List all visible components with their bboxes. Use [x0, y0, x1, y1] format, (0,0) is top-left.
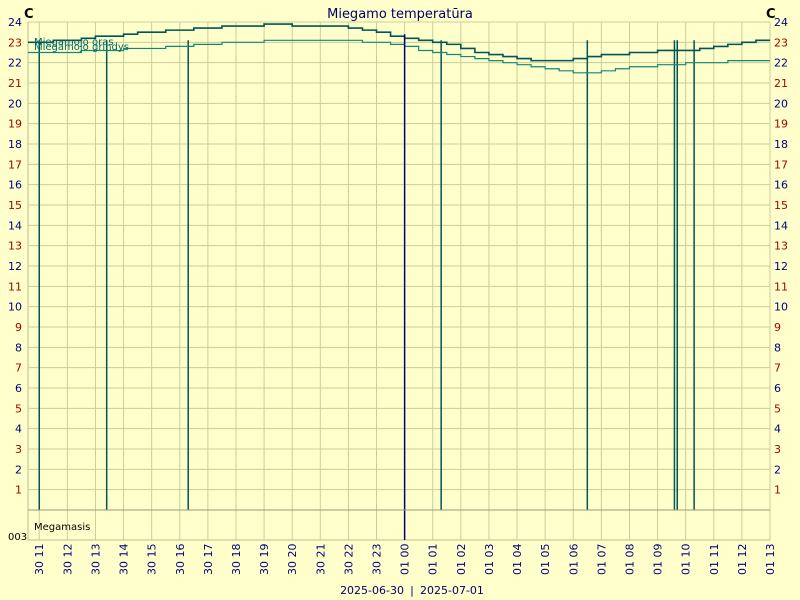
- sensor-dropouts: [38, 40, 695, 510]
- x-tick-label: 30 12: [61, 544, 74, 576]
- y-tick-label-right: 22: [774, 57, 788, 70]
- y-tick-label-left: 1: [15, 484, 22, 497]
- bottom-band-value: 003: [8, 532, 27, 543]
- y-tick-label-right: 24: [774, 16, 788, 29]
- y-tick-label-right: 6: [774, 382, 781, 395]
- y-tick-label-left: 9: [15, 321, 22, 334]
- x-tick-label: 01 02: [455, 544, 468, 576]
- y-tick-label-left: 6: [15, 382, 22, 395]
- x-tick-label: 01 09: [652, 544, 665, 576]
- x-tick-label: 30 22: [342, 544, 355, 576]
- x-tick-label: 30 14: [118, 544, 131, 576]
- y-tick-label-left: 8: [15, 341, 22, 354]
- x-axis: 30 11 30 12 30 13 30 14 30 15 30 16 30 17 30 18…: [33, 544, 777, 576]
- y-tick-label-left: 22: [8, 57, 22, 70]
- y-tick-label-left: 4: [15, 423, 22, 436]
- x-tick-label: 01 12: [736, 544, 749, 576]
- x-tick-label: 30 11: [33, 544, 46, 576]
- x-tick-label: 30 23: [371, 544, 384, 576]
- y-tick-label-left: 23: [8, 36, 22, 49]
- x-tick-label: 01 03: [483, 544, 496, 576]
- y-tick-label-left: 21: [8, 77, 22, 90]
- x-tick-label: 01 08: [623, 544, 636, 576]
- unit-left: C: [24, 7, 34, 22]
- y-tick-label-left: 19: [8, 118, 22, 131]
- y-tick-label-right: 12: [774, 260, 788, 273]
- y-tick-label-right: 7: [774, 362, 781, 375]
- y-tick-label-right: 1: [774, 484, 781, 497]
- date-separator: |: [410, 584, 414, 597]
- y-tick-label-right: 11: [774, 280, 788, 293]
- y-tick-label-left: 18: [8, 138, 22, 151]
- x-tick-label: 01 05: [539, 544, 552, 576]
- plot-area: [27, 21, 771, 541]
- y-tick-label-left: 3: [15, 443, 22, 456]
- x-tick-label: 01 04: [511, 544, 524, 576]
- date-left: 2025-06-30: [340, 584, 404, 597]
- series-lines: [28, 23, 770, 74]
- y-tick-label-left: 16: [8, 179, 22, 192]
- x-tick-label: 30 21: [314, 544, 327, 576]
- chart-title: Miegamo temperatūra: [327, 7, 473, 22]
- y-tick-label-left: 5: [15, 402, 22, 415]
- y-tick-label-left: 11: [8, 280, 22, 293]
- x-tick-label: 01 00: [399, 544, 412, 576]
- x-tick-label: 01 11: [708, 544, 721, 576]
- y-tick-label-left: 17: [8, 158, 22, 171]
- grid-lines: [28, 21, 771, 540]
- x-tick-label: 01 10: [680, 544, 693, 576]
- date-right: 2025-07-01: [420, 584, 484, 597]
- x-tick-label: 30 17: [202, 544, 215, 576]
- series-line-0: [28, 23, 770, 62]
- y-tick-label-right: 15: [774, 199, 788, 212]
- x-tick-label: 30 15: [146, 544, 159, 576]
- y-tick-label-left: 12: [8, 260, 22, 273]
- y-tick-label-right: 4: [774, 423, 781, 436]
- y-tick-label-left: 14: [8, 219, 22, 232]
- x-tick-label: 30 13: [89, 544, 102, 576]
- y-tick-label-right: 8: [774, 341, 781, 354]
- y-tick-label-right: 18: [774, 138, 788, 151]
- y-tick-label-right: 14: [774, 219, 788, 232]
- legend-entry-grindys: Miegamojo grindys: [34, 42, 129, 53]
- y-tick-label-right: 23: [774, 36, 788, 49]
- y-tick-label-left: 7: [15, 362, 22, 375]
- unit-right: C: [766, 7, 776, 22]
- series-line-1: [28, 39, 770, 74]
- y-tick-label-right: 10: [774, 301, 788, 314]
- y-tick-label-left: 10: [8, 301, 22, 314]
- x-tick-label: 01 13: [764, 544, 777, 576]
- x-tick-label: 01 06: [567, 544, 580, 576]
- y-tick-label-right: 13: [774, 240, 788, 253]
- y-tick-label-left: 2: [15, 463, 22, 476]
- y-tick-label-left: 15: [8, 199, 22, 212]
- y-tick-label-right: 3: [774, 443, 781, 456]
- y-tick-label-right: 19: [774, 118, 788, 131]
- x-tick-label: 30 19: [258, 544, 271, 576]
- x-tick-label: 30 18: [230, 544, 243, 576]
- y-tick-label-right: 5: [774, 402, 781, 415]
- x-tick-label: 01 01: [427, 544, 440, 576]
- bottom-band-label: Megamasis: [34, 522, 90, 533]
- x-tick-label: 30 16: [174, 544, 187, 576]
- y-tick-label-right: 17: [774, 158, 788, 171]
- y-tick-label-right: 20: [774, 97, 788, 110]
- x-tick-label: 01 07: [595, 544, 608, 576]
- y-tick-label-left: 13: [8, 240, 22, 253]
- x-tick-label: 30 20: [286, 544, 299, 576]
- y-tick-label-right: 9: [774, 321, 781, 334]
- y-tick-label-right: 2: [774, 463, 781, 476]
- y-tick-label-right: 16: [774, 179, 788, 192]
- y-tick-label-left: 24: [8, 16, 22, 29]
- y-tick-label-right: 21: [774, 77, 788, 90]
- legend-entry-oras: Miegamojo oras: [34, 37, 114, 48]
- y-tick-label-left: 20: [8, 97, 22, 110]
